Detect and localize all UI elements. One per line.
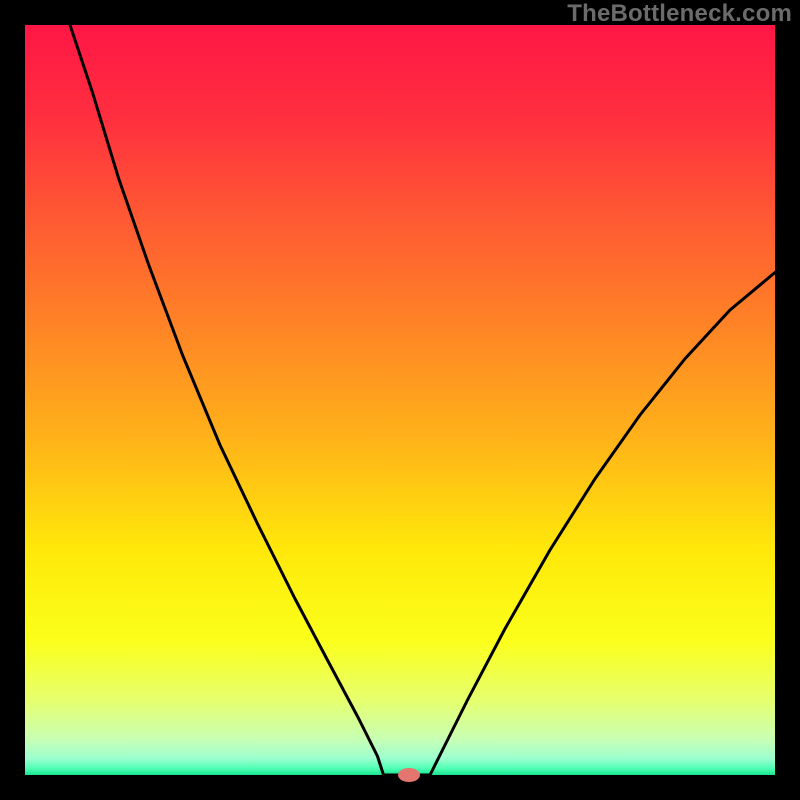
- chart-svg: [0, 0, 800, 800]
- watermark-text: TheBottleneck.com: [567, 0, 792, 28]
- chart-stage: TheBottleneck.com: [0, 0, 800, 800]
- bottleneck-marker: [398, 768, 420, 782]
- plot-gradient-background: [25, 25, 775, 775]
